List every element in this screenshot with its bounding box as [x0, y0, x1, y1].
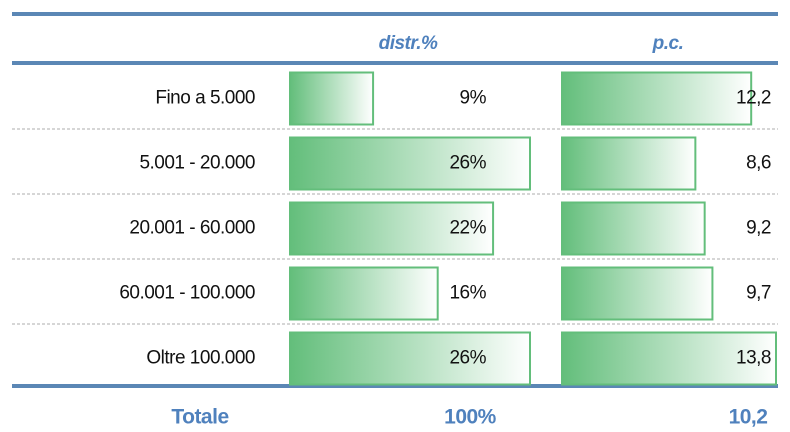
cell-value: 26% [449, 348, 486, 369]
data-bar [561, 136, 697, 191]
data-bar [561, 266, 714, 321]
data-bar [561, 331, 777, 386]
data-bar [289, 71, 375, 126]
cell-value: 9,2 [746, 218, 771, 239]
cell-value: 9,7 [746, 283, 771, 304]
cell-value: 12,2 [736, 88, 771, 109]
row-label: 60.001 - 100.000 [119, 283, 255, 304]
cell-value: 16% [449, 283, 486, 304]
data-bar [561, 71, 753, 126]
cell-value: 13,8 [736, 348, 771, 369]
total-value: 10,2 [729, 406, 768, 429]
total-label: Totale [171, 406, 228, 429]
data-bar [289, 331, 531, 386]
cell-value: 8,6 [746, 153, 771, 174]
data-bar [289, 136, 531, 191]
cell-value: 26% [449, 153, 486, 174]
cell-value: 22% [449, 218, 486, 239]
column-header: distr.% [379, 33, 438, 54]
row-label: Fino a 5.000 [155, 88, 255, 109]
column-header: p.c. [652, 33, 684, 54]
data-bar [289, 266, 439, 321]
row-label: 20.001 - 60.000 [129, 218, 255, 239]
cell-value: 9% [460, 88, 487, 109]
data-bar [289, 201, 495, 256]
row-label: 5.001 - 20.000 [139, 153, 255, 174]
total-value: 100% [444, 406, 497, 429]
row-label: Oltre 100.000 [146, 348, 255, 369]
data-bar [561, 201, 706, 256]
